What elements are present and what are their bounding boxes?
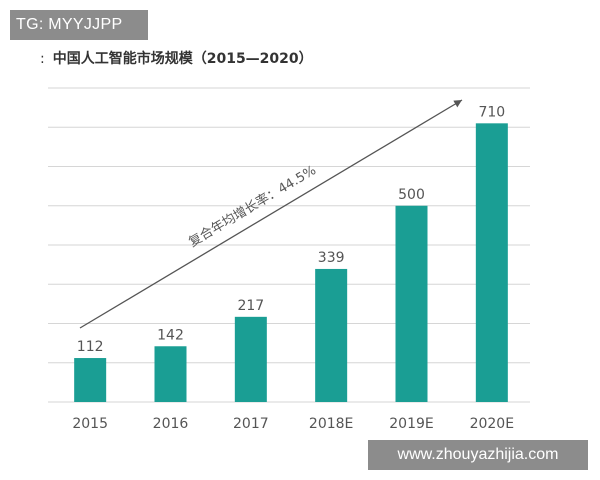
bar-2018e	[315, 268, 348, 402]
bar-2020e	[475, 123, 508, 402]
data-labels: 112 142 217 339 500 710	[77, 104, 505, 355]
growth-annotation: 复合年均增长率：44.5%	[186, 162, 319, 250]
bar-2016	[154, 346, 187, 402]
bar-2015	[74, 358, 107, 402]
chart-title: : 中国人工智能市场规模（2015—2020）	[40, 48, 313, 68]
data-label-2020e: 710	[478, 104, 505, 120]
bars	[74, 123, 508, 402]
watermark-bottom: www.zhouyazhijia.com	[368, 440, 588, 470]
growth-arrow	[79, 99, 463, 329]
x-tick-2017: 2017	[233, 416, 269, 432]
x-tick-2018e: 2018E	[309, 416, 353, 432]
x-tick-2016: 2016	[153, 416, 189, 432]
data-label-2015: 112	[77, 339, 104, 355]
chart-title-text: 中国人工智能市场规模（2015—2020）	[52, 51, 313, 67]
watermark-top: TG: MYYJJPP	[10, 10, 148, 40]
x-tick-2019e: 2019E	[389, 416, 433, 432]
title-prefix: :	[40, 51, 45, 67]
data-label-2017: 217	[237, 298, 264, 314]
bar-2019e	[395, 205, 428, 402]
data-label-2019e: 500	[398, 187, 425, 203]
data-label-2018e: 339	[318, 250, 345, 266]
data-label-2016: 142	[157, 327, 184, 343]
x-tick-2015: 2015	[72, 416, 108, 432]
grid-lines	[48, 87, 530, 403]
bar-2017	[234, 316, 267, 402]
x-axis-ticks: 2015 2016 2017 2018E 2019E 2020E	[72, 416, 514, 432]
x-tick-2020e: 2020E	[470, 416, 514, 432]
